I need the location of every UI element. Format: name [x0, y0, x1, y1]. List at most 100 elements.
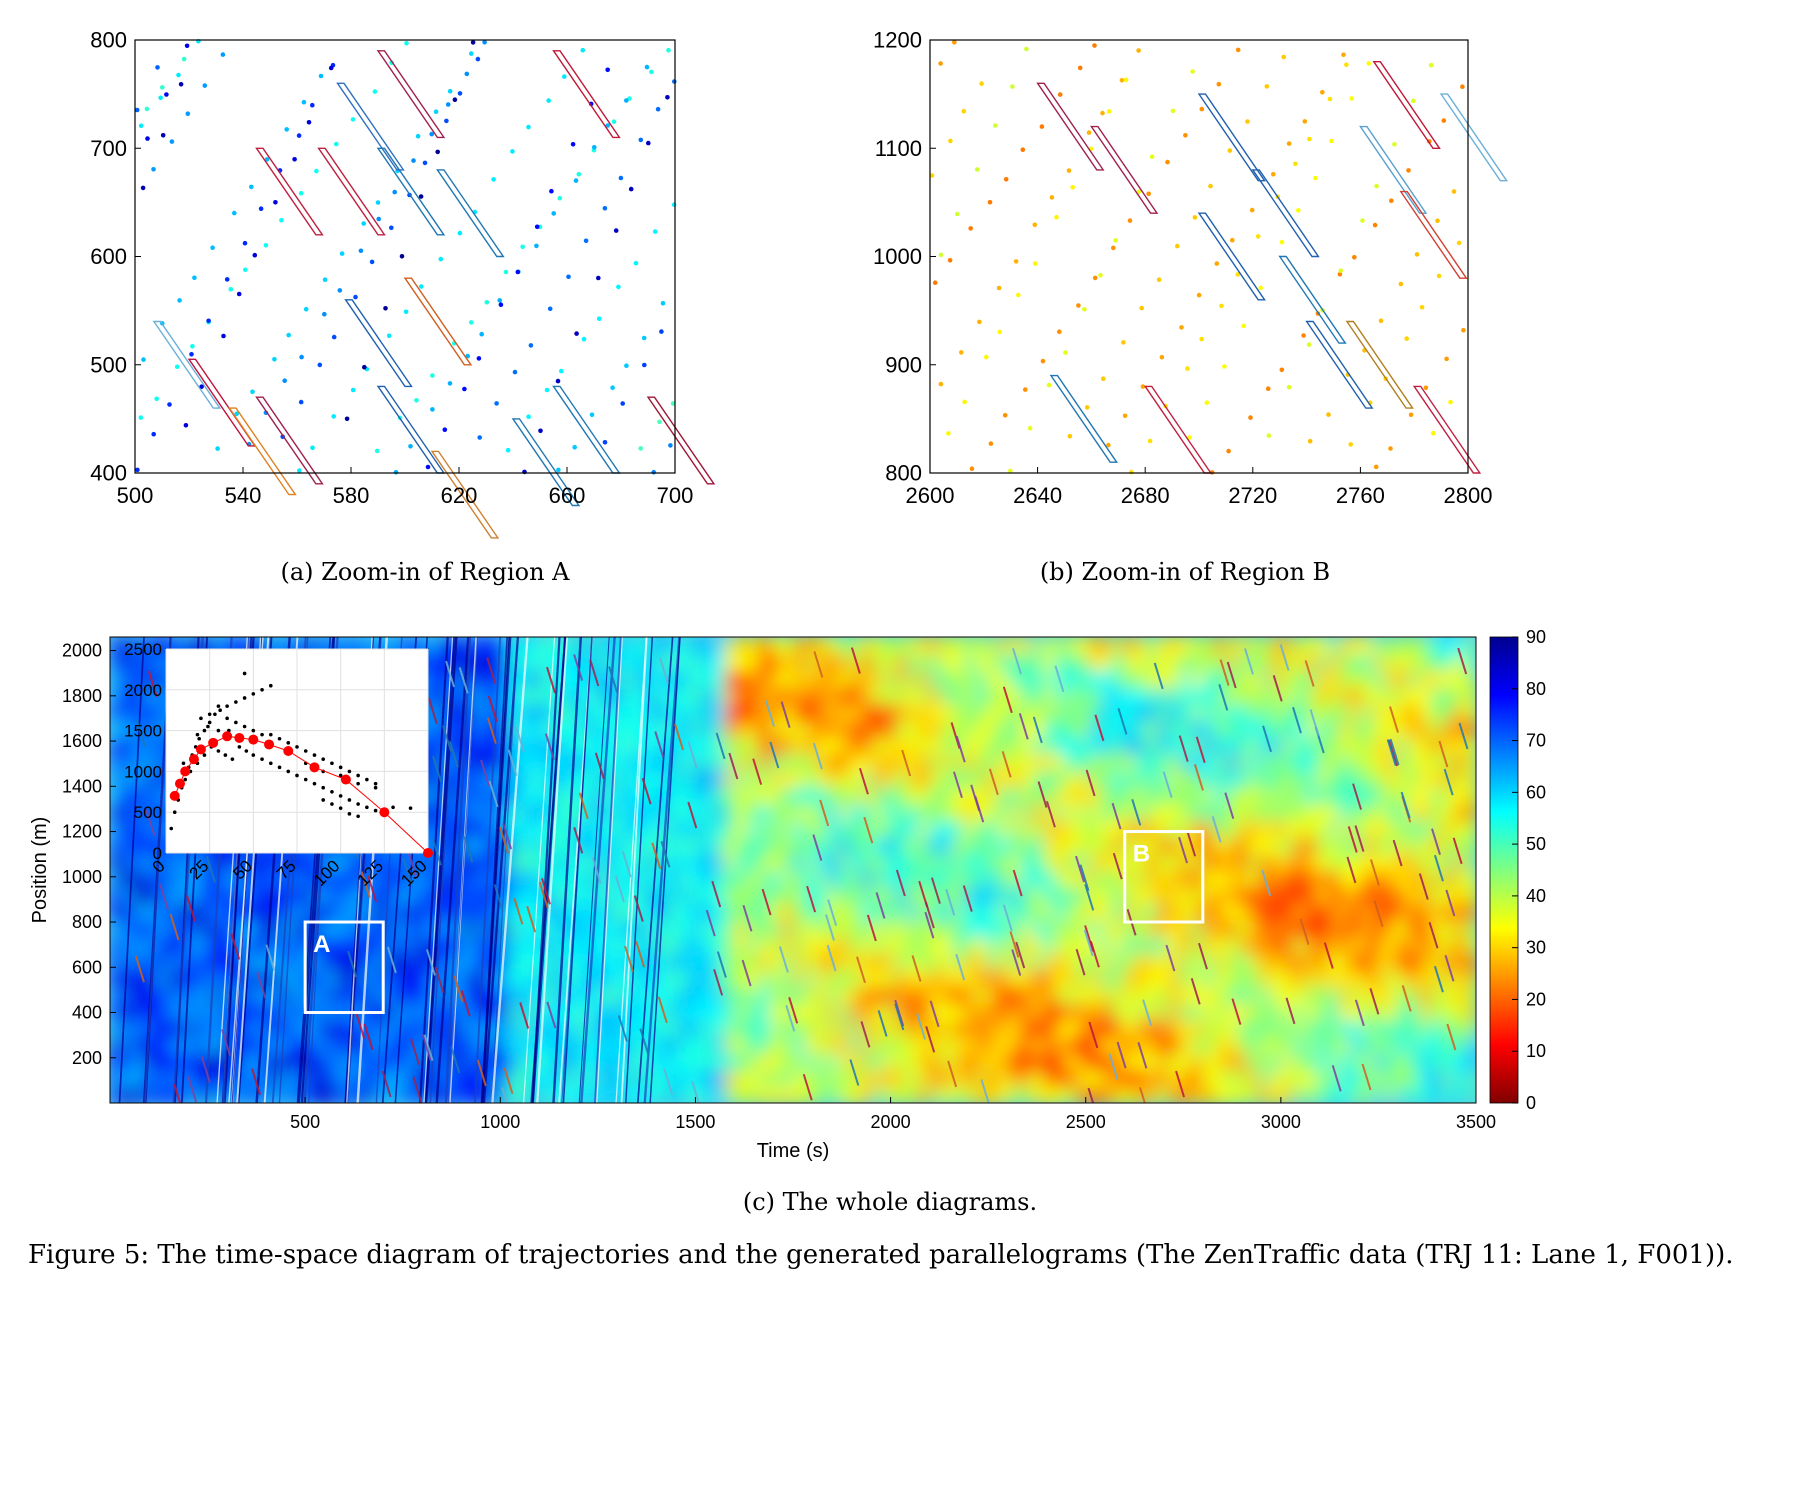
heatmap-cell [1441, 1003, 1455, 1021]
heatmap-cell [701, 1019, 715, 1038]
heatmap-cell [110, 820, 123, 838]
heatmap-cell [827, 720, 840, 738]
heatmap-cell [1100, 886, 1113, 905]
heatmap-cell [975, 886, 988, 905]
parallelogram-mark [488, 780, 499, 808]
heatmap-cell [1316, 686, 1329, 705]
parallelogram-mark [742, 904, 753, 932]
panel-b-trajectory-point [1219, 303, 1224, 309]
panel-b-trajectory-point [1235, 272, 1241, 277]
parallelogram-mark [1401, 985, 1412, 1012]
panel-a-trajectory-point [249, 184, 254, 190]
inset-black-point [269, 732, 273, 737]
heatmap-cell [1293, 836, 1307, 855]
heatmap-cell [1282, 1036, 1295, 1054]
heatmap-cell [1293, 1086, 1307, 1103]
heatmap-cell [451, 703, 464, 722]
parallelogram-mark [1111, 802, 1122, 830]
parallelogram-mark [538, 881, 549, 909]
heatmap-cell [326, 886, 339, 905]
heatmap-cell [371, 986, 385, 1005]
heatmap-cell [599, 637, 612, 655]
parallelogram-mark [135, 720, 146, 747]
heatmap-cell [815, 1003, 829, 1021]
trajectory-streak [482, 637, 520, 1103]
panel-c-ytick-label: 400 [72, 1003, 102, 1023]
panel-b-trajectory-point [1136, 189, 1142, 195]
panel-a-trajectory-point [334, 141, 339, 147]
heatmap-cell [1407, 753, 1421, 772]
heatmap-cell [1328, 969, 1341, 988]
heatmap-cell [1020, 1036, 1034, 1054]
heatmap-cell [918, 1086, 931, 1103]
heatmap-cell [1145, 686, 1159, 705]
heatmap-cell [1248, 1053, 1261, 1071]
heatmap-cell [428, 803, 442, 821]
heatmap-cell [314, 1053, 328, 1071]
panel-a-trajectory-point [252, 252, 258, 258]
heatmap-cell [269, 919, 282, 938]
heatmap-cell [963, 753, 977, 772]
heatmap-cell [724, 969, 738, 988]
panel-a-trajectory-point [549, 188, 554, 194]
heatmap-cell [872, 1069, 886, 1088]
heatmap-cell [1100, 820, 1113, 838]
heatmap-cell [838, 1019, 851, 1038]
heatmap-cell [588, 703, 601, 722]
heatmap-cell [1054, 736, 1068, 755]
heatmap-cell [679, 753, 692, 772]
heatmap-cell [679, 1036, 692, 1054]
heatmap-cell [1032, 686, 1045, 705]
heatmap-cell [258, 870, 271, 888]
heatmap-cell [815, 953, 829, 971]
inset-black-point [199, 716, 203, 721]
heatmap-cell [1384, 1053, 1398, 1071]
heatmap-cell [1157, 936, 1170, 955]
heatmap-cell [1430, 637, 1443, 655]
heatmap-cell [827, 786, 840, 805]
heatmap-cell [121, 1086, 134, 1103]
panel-a-trajectory-point [583, 238, 589, 244]
heatmap-cell [679, 820, 692, 838]
heatmap-cell [1020, 919, 1034, 938]
heatmap-cell [656, 686, 669, 705]
heatmap-cell [701, 1069, 715, 1088]
parallelogram-mark [1392, 839, 1403, 867]
heatmap-cell [906, 919, 920, 938]
panel-a-trajectory-point [158, 95, 163, 101]
heatmap-cell [1430, 953, 1443, 971]
panel-b-trajectory-point [1149, 154, 1155, 159]
panel-b-trajectory-point [1378, 318, 1384, 324]
heatmap-cell [1441, 637, 1455, 655]
panel-a-trajectory-point [317, 362, 323, 368]
parallelogram-mark [741, 959, 752, 987]
heatmap-cell [975, 969, 988, 988]
heatmap-cell [1020, 1069, 1034, 1088]
heatmap-cell [815, 936, 829, 955]
heatmap-cell [508, 703, 521, 722]
parallelogram-mark [1386, 739, 1397, 766]
panel-b-trajectory-point [1423, 385, 1429, 391]
parallelogram-mark [230, 933, 241, 960]
heatmap-cell [1362, 1036, 1375, 1054]
heatmap-cell [1100, 770, 1113, 788]
parallelogram-mark [499, 826, 510, 854]
heatmap-cell [690, 919, 703, 938]
heatmap-cell [1089, 803, 1102, 821]
heatmap-cell [952, 936, 965, 955]
heatmap-cell [849, 820, 863, 838]
heatmap-cell [1282, 820, 1295, 838]
heatmap-cell [1339, 836, 1352, 855]
heatmap-cell [155, 1003, 168, 1021]
heatmap-cell [701, 770, 715, 788]
heatmap-cell [1168, 953, 1182, 971]
heatmap-cell [508, 886, 521, 905]
parallelogram-mark [1137, 1042, 1148, 1069]
heatmap-cell [508, 969, 521, 988]
panel-a-trajectory-point [665, 95, 670, 100]
heatmap-cell [383, 969, 396, 988]
heatmap-cell [326, 986, 339, 1005]
heatmap-cell [1339, 886, 1352, 905]
heatmap-cell [1419, 936, 1432, 955]
heatmap-cell [918, 637, 931, 655]
